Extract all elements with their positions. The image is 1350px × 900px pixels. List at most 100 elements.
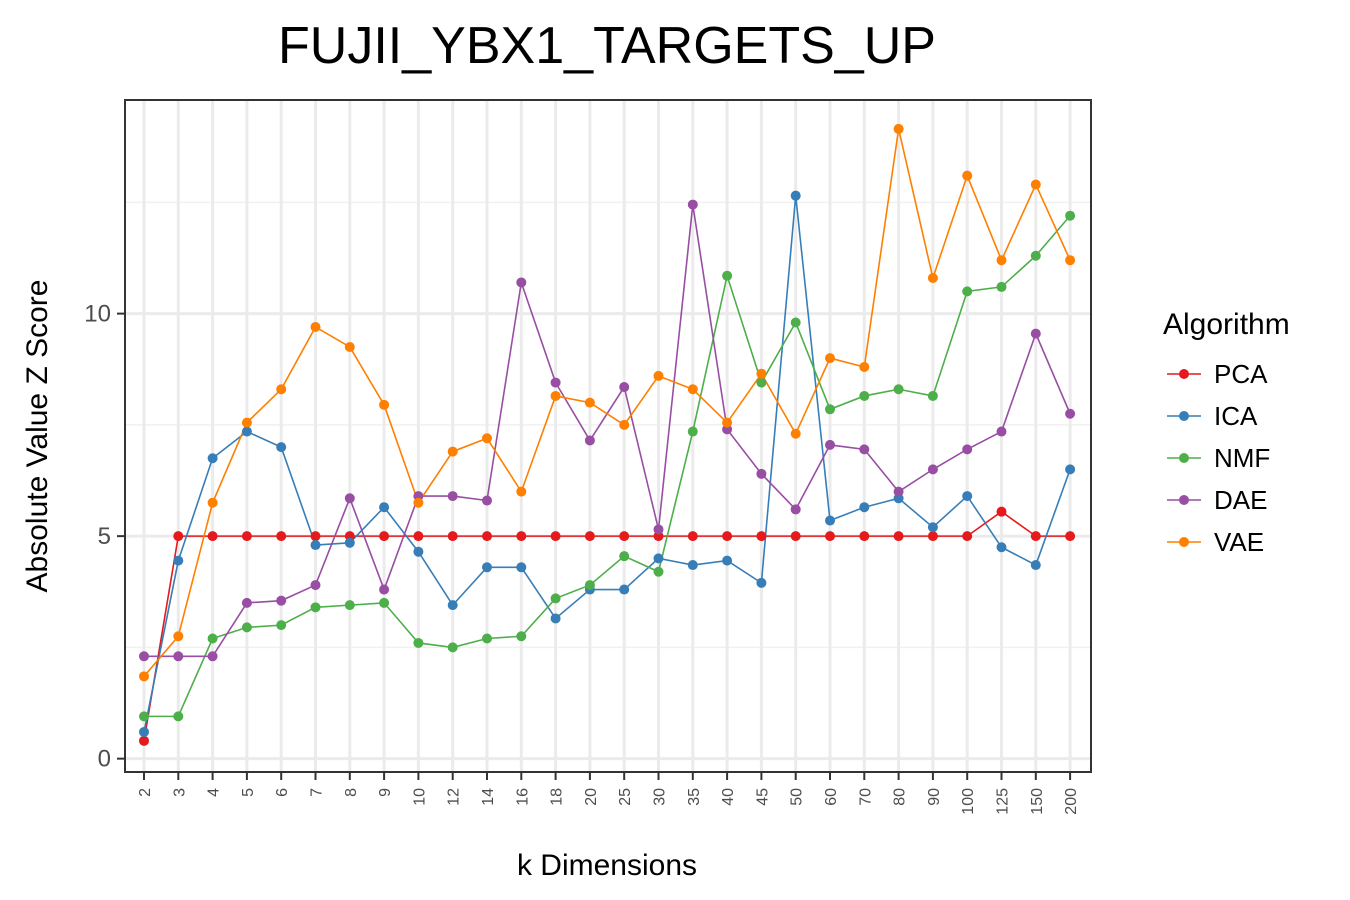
data-point-dae <box>619 382 630 393</box>
data-point-pca <box>790 531 801 542</box>
data-point-nmf <box>550 593 561 604</box>
series-line-nmf <box>144 215 1071 718</box>
data-point-vae <box>516 486 527 497</box>
data-point-nmf <box>756 377 767 388</box>
data-point-nmf <box>619 551 630 562</box>
data-point-nmf <box>482 633 492 644</box>
data-point-ica <box>139 726 149 737</box>
data-point-nmf <box>310 602 321 613</box>
legend-key-point <box>1179 495 1189 505</box>
data-point-pca <box>996 506 1007 517</box>
legend-label: PCA <box>1214 359 1268 389</box>
data-point-nmf <box>859 390 870 401</box>
data-point-ica <box>756 577 767 588</box>
y-tick-label: 10 <box>84 301 111 328</box>
data-point-ica <box>859 502 870 513</box>
data-point-pca <box>241 531 252 542</box>
legend-item-pca: PCA <box>1167 359 1268 389</box>
data-point-pca <box>584 531 595 542</box>
legend-key-point <box>1179 537 1189 547</box>
data-point-vae <box>207 497 218 508</box>
data-point-ica <box>996 542 1007 553</box>
x-tick-label: 7 <box>309 788 326 797</box>
data-point-nmf <box>790 317 801 328</box>
data-point-vae <box>790 428 801 439</box>
data-point-vae <box>447 446 458 457</box>
data-point-ica <box>653 553 664 564</box>
data-point-ica <box>207 453 218 464</box>
data-point-pca <box>447 531 458 542</box>
data-point-ica <box>276 442 287 453</box>
data-point-ica <box>241 426 252 437</box>
data-point-dae <box>859 444 870 455</box>
data-point-dae <box>207 651 218 662</box>
y-axis-title: Absolute Value Z Score <box>21 280 54 593</box>
data-point-nmf <box>825 404 835 415</box>
data-point-pca <box>139 735 149 746</box>
data-point-pca <box>687 531 698 542</box>
data-point-dae <box>687 199 698 210</box>
data-point-pca <box>825 531 835 542</box>
x-tick-label: 50 <box>789 788 806 806</box>
data-point-ica <box>1030 560 1041 571</box>
data-point-dae <box>241 597 252 608</box>
data-point-vae <box>1030 179 1041 190</box>
data-point-vae <box>482 433 492 444</box>
y-tick-label: 0 <box>98 746 111 773</box>
data-point-pca <box>859 531 870 542</box>
x-tick-label: 14 <box>480 788 497 806</box>
x-tick-label: 80 <box>892 788 909 806</box>
data-point-nmf <box>653 566 664 577</box>
x-tick-label: 2 <box>137 788 154 797</box>
data-point-ica <box>344 537 355 548</box>
data-point-ica <box>619 584 630 595</box>
data-point-ica <box>447 600 458 611</box>
data-point-vae <box>619 419 630 430</box>
x-tick-label: 6 <box>274 788 291 797</box>
x-tick-label: 45 <box>754 788 771 806</box>
data-point-vae <box>379 399 390 410</box>
data-point-nmf <box>1030 250 1041 261</box>
data-point-ica <box>550 613 561 624</box>
data-point-pca <box>893 531 904 542</box>
data-point-nmf <box>962 286 973 297</box>
data-point-nmf <box>893 384 904 395</box>
x-tick-label: 150 <box>1029 788 1046 815</box>
data-point-dae <box>962 444 973 455</box>
data-point-dae <box>927 464 938 475</box>
data-point-pca <box>207 531 218 542</box>
data-point-pca <box>927 531 938 542</box>
x-tick-label: 100 <box>960 788 977 815</box>
x-axis: 2 3 4 5 6 7 8 9 10 12 14 16 18 20 25 30 35 40 45 50 60 70 80 90… <box>137 772 1080 815</box>
grid-lines <box>125 100 1091 772</box>
x-tick-label: 125 <box>995 788 1012 815</box>
data-point-dae <box>344 493 355 504</box>
data-point-vae <box>962 170 973 181</box>
legend-item-nmf: NMF <box>1167 443 1270 473</box>
data-point-dae <box>996 426 1007 437</box>
data-point-vae <box>310 321 321 332</box>
data-point-dae <box>1065 408 1076 419</box>
data-point-dae <box>516 277 527 288</box>
y-tick-label: 5 <box>98 523 111 550</box>
x-tick-label: 25 <box>617 788 634 806</box>
data-point-ica <box>722 555 733 566</box>
data-point-nmf <box>1065 210 1076 221</box>
data-point-dae <box>653 524 664 535</box>
data-point-ica <box>927 522 938 533</box>
data-point-dae <box>379 584 390 595</box>
x-tick-label: 60 <box>823 788 840 806</box>
legend: Algorithm PCA ICA NMF DAE VAE <box>1163 308 1290 557</box>
data-point-pca <box>276 531 287 542</box>
series-line-ica <box>143 195 1071 733</box>
data-point-pca <box>379 531 390 542</box>
data-point-dae <box>893 486 904 497</box>
data-point-vae <box>687 384 698 395</box>
data-point-ica <box>379 502 390 513</box>
x-tick-label: 18 <box>549 788 566 806</box>
data-point-vae <box>653 370 664 381</box>
series-line-pca <box>143 510 1071 741</box>
data-point-dae <box>173 651 184 662</box>
x-tick-label: 9 <box>377 788 394 797</box>
